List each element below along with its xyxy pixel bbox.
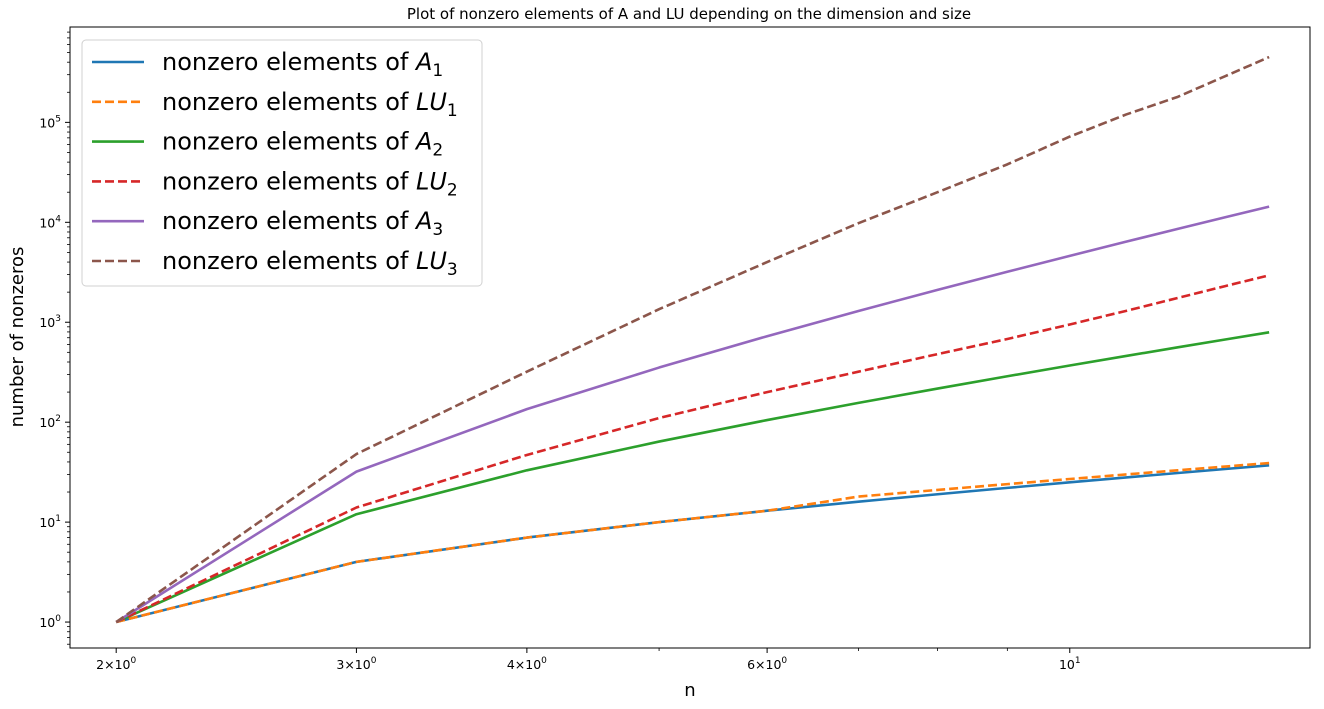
- series-line-a3: [115, 205, 1270, 624]
- x-tick-label: 2×100: [96, 656, 136, 672]
- series-line-lu3: [115, 55, 1270, 624]
- y-tick-label: 103: [39, 314, 61, 330]
- y-tick-label: 101: [39, 514, 61, 530]
- series-line-a2: [115, 331, 1270, 624]
- chart-title: Plot of nonzero elements of A and LU dep…: [407, 5, 971, 23]
- y-tick-label: 100: [39, 614, 61, 630]
- x-tick-label: 3×100: [336, 656, 376, 672]
- legend-entry-label: nonzero elements of A3: [162, 207, 443, 240]
- y-tick-label: 104: [39, 214, 61, 230]
- legend-entry-label: nonzero elements of A2: [162, 128, 443, 161]
- series-line-lu1: [115, 461, 1270, 624]
- series-layer: [115, 55, 1270, 624]
- y-axis-title: number of nonzeros: [7, 247, 28, 428]
- series-line-lu2: [115, 274, 1270, 624]
- legend: nonzero elements of A1 nonzero elements o…: [81, 39, 483, 287]
- legend-box: [81, 39, 483, 287]
- x-tick-label: 4×100: [507, 656, 547, 672]
- ticks-layer: 2×100 3×100 4×100 6×100 101 100 101 102 103 104 10…: [39, 31, 1081, 672]
- legend-entry-label: nonzero elements of LU2: [162, 167, 458, 200]
- x-axis-title: n: [684, 680, 695, 701]
- legend-entry-label: nonzero elements of A1: [162, 48, 443, 81]
- legend-entry-label: nonzero elements of LU1: [162, 88, 458, 121]
- legend-entry-label: nonzero elements of LU3: [162, 247, 458, 280]
- x-tick-label: 6×100: [747, 656, 787, 672]
- y-tick-label: 105: [39, 114, 61, 130]
- plot-frame: [69, 26, 1311, 649]
- x-tick-label: 101: [1059, 656, 1081, 672]
- y-tick-label: 102: [39, 414, 61, 430]
